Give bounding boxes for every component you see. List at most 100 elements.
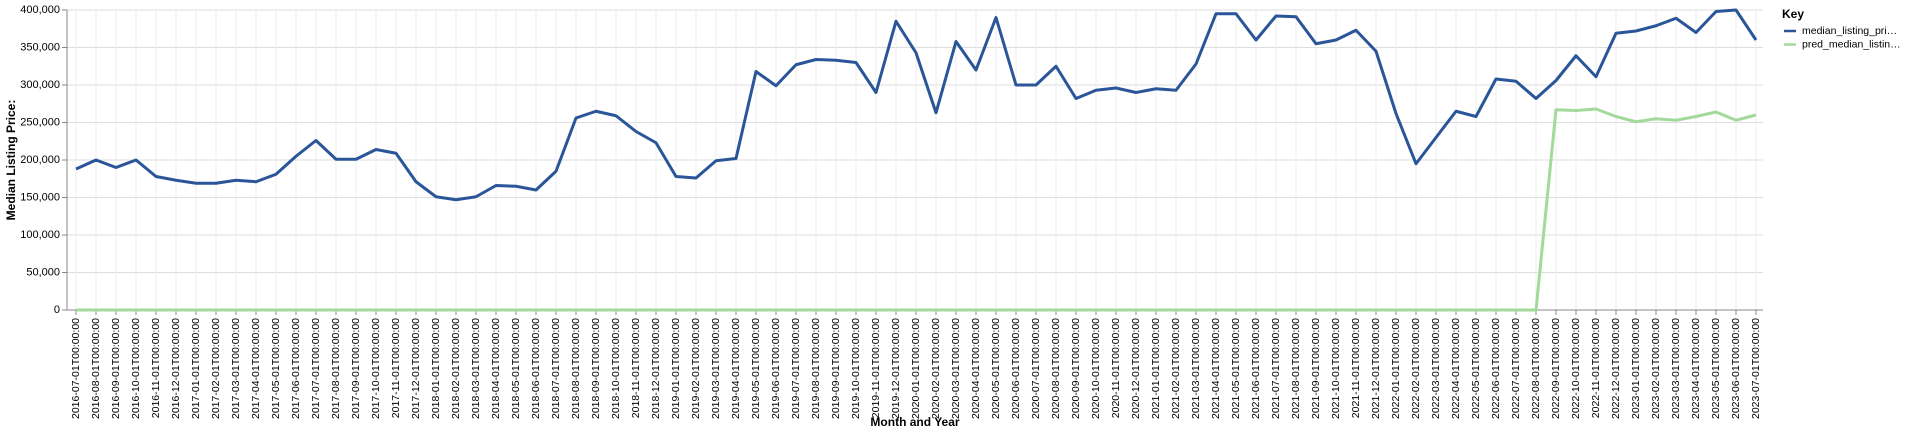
x-tick-label: 2022-08-01T00:00:00	[1530, 318, 1542, 419]
x-tick-label: 2019-04-01T00:00:00	[730, 318, 742, 419]
x-tick-label: 2020-08-01T00:00:00	[1050, 318, 1062, 419]
y-tick-label: 350,000	[20, 41, 60, 53]
x-tick-label: 2019-08-01T00:00:00	[810, 318, 822, 419]
x-tick-label: 2017-11-01T00:00:00	[390, 318, 402, 418]
x-tick-label: 2023-03-01T00:00:00	[1670, 318, 1682, 419]
x-tick-label: 2023-01-01T00:00:00	[1630, 318, 1642, 419]
x-tick-label: 2021-12-01T00:00:00	[1370, 318, 1382, 419]
x-tick-label: 2018-07-01T00:00:00	[550, 318, 562, 419]
x-tick-label: 2018-11-01T00:00:00	[630, 318, 642, 418]
x-tick-label: 2020-11-01T00:00:00	[1110, 318, 1122, 418]
x-tick-label: 2016-11-01T00:00:00	[150, 318, 162, 418]
x-tick-label: 2017-05-01T00:00:00	[270, 318, 282, 419]
series-line	[75, 8, 1758, 202]
x-tick-label: 2023-05-01T00:00:00	[1710, 318, 1722, 419]
x-tick-label: 2018-05-01T00:00:00	[510, 318, 522, 419]
x-tick-label: 2018-12-01T00:00:00	[650, 318, 662, 419]
x-axis-title: Month and Year	[870, 415, 959, 429]
x-tick-label: 2020-06-01T00:00:00	[1010, 318, 1022, 419]
x-tick-label: 2019-12-01T00:00:00	[890, 318, 902, 419]
x-tick-label: 2022-12-01T00:00:00	[1610, 318, 1622, 419]
x-tick-label: 2021-10-01T00:00:00	[1330, 318, 1342, 419]
x-tick-label: 2022-01-01T00:00:00	[1390, 318, 1402, 419]
x-tick-label: 2018-04-01T00:00:00	[490, 318, 502, 419]
legend-label: median_listing_pri…	[1802, 25, 1897, 37]
x-tick-label: 2022-02-01T00:00:00	[1410, 318, 1422, 419]
x-tick-label: 2019-07-01T00:00:00	[790, 318, 802, 419]
y-tick-label: 250,000	[20, 116, 60, 128]
x-tick-label: 2023-04-01T00:00:00	[1690, 318, 1702, 419]
x-tick-label: 2020-09-01T00:00:00	[1070, 318, 1082, 419]
x-tick-label: 2022-05-01T00:00:00	[1470, 318, 1482, 419]
x-tick-label: 2016-10-01T00:00:00	[130, 318, 142, 419]
x-tick-label: 2018-08-01T00:00:00	[570, 318, 582, 419]
x-tick-label: 2022-10-01T00:00:00	[1570, 318, 1582, 419]
x-tick-label: 2018-03-01T00:00:00	[470, 318, 482, 419]
x-tick-label: 2020-05-01T00:00:00	[990, 318, 1002, 419]
x-tick-label: 2021-09-01T00:00:00	[1310, 318, 1322, 419]
y-tick-label: 50,000	[26, 266, 60, 278]
x-tick-label: 2019-10-01T00:00:00	[850, 318, 862, 419]
y-tick-label: 150,000	[20, 191, 60, 203]
x-tick-label: 2022-03-01T00:00:00	[1430, 318, 1442, 419]
x-tick-label: 2022-09-01T00:00:00	[1550, 318, 1562, 419]
x-tick-label: 2022-04-01T00:00:00	[1450, 318, 1462, 419]
x-tick-label: 2017-10-01T00:00:00	[370, 318, 382, 419]
series-line	[76, 107, 1757, 312]
x-tick-label: 2016-08-01T00:00:00	[90, 318, 102, 419]
x-tick-label: 2018-10-01T00:00:00	[610, 318, 622, 419]
x-tick-label: 2021-02-01T00:00:00	[1170, 318, 1182, 419]
x-tick-label: 2016-12-01T00:00:00	[170, 318, 182, 419]
legend-title: Key	[1782, 7, 1804, 21]
y-tick-label: 400,000	[20, 4, 60, 16]
x-tick-label: 2017-12-01T00:00:00	[410, 318, 422, 419]
x-tick-label: 2021-01-01T00:00:00	[1150, 318, 1162, 419]
x-tick-label: 2023-07-01T00:00:00	[1750, 318, 1762, 419]
x-tick-label: 2021-04-01T00:00:00	[1210, 318, 1222, 419]
x-tick-label: 2019-03-01T00:00:00	[710, 318, 722, 419]
x-tick-label: 2020-12-01T00:00:00	[1130, 318, 1142, 419]
x-tick-label: 2018-02-01T00:00:00	[450, 318, 462, 419]
y-tick-label: 200,000	[20, 154, 60, 166]
x-tick-label: 2020-04-01T00:00:00	[970, 318, 982, 419]
x-tick-label: 2017-03-01T00:00:00	[230, 318, 242, 419]
x-tick-label: 2022-06-01T00:00:00	[1490, 318, 1502, 419]
x-tick-label: 2017-01-01T00:00:00	[190, 318, 202, 419]
x-tick-label: 2022-07-01T00:00:00	[1510, 318, 1522, 419]
x-tick-label: 2020-01-01T00:00:00	[910, 318, 922, 419]
x-tick-label: 2019-01-01T00:00:00	[670, 318, 682, 419]
x-tick-label: 2021-05-01T00:00:00	[1230, 318, 1242, 419]
y-tick-label: 300,000	[20, 79, 60, 91]
x-tick-label: 2017-07-01T00:00:00	[310, 318, 322, 419]
x-tick-label: 2019-02-01T00:00:00	[690, 318, 702, 419]
x-tick-label: 2017-08-01T00:00:00	[330, 318, 342, 419]
x-tick-label: 2016-09-01T00:00:00	[110, 318, 122, 419]
x-tick-label: 2021-03-01T00:00:00	[1190, 318, 1202, 419]
y-tick-label: 100,000	[20, 229, 60, 241]
x-tick-label: 2020-03-01T00:00:00	[950, 318, 962, 419]
x-tick-label: 2022-11-01T00:00:00	[1590, 318, 1602, 418]
x-tick-label: 2019-11-01T00:00:00	[870, 318, 882, 418]
x-tick-label: 2017-09-01T00:00:00	[350, 318, 362, 419]
x-tick-label: 2018-09-01T00:00:00	[590, 318, 602, 419]
x-tick-label: 2017-04-01T00:00:00	[250, 318, 262, 419]
x-tick-label: 2017-06-01T00:00:00	[290, 318, 302, 419]
y-tick-label: 0	[54, 304, 60, 316]
x-tick-label: 2018-01-01T00:00:00	[430, 318, 442, 419]
x-tick-label: 2021-07-01T00:00:00	[1270, 318, 1282, 419]
x-tick-label: 2019-05-01T00:00:00	[750, 318, 762, 419]
x-tick-label: 2020-07-01T00:00:00	[1030, 318, 1042, 419]
x-tick-label: 2017-02-01T00:00:00	[210, 318, 222, 419]
x-tick-label: 2021-08-01T00:00:00	[1290, 318, 1302, 419]
x-tick-label: 2016-07-01T00:00:00	[70, 318, 82, 419]
x-tick-label: 2020-02-01T00:00:00	[930, 318, 942, 419]
x-tick-label: 2021-11-01T00:00:00	[1350, 318, 1362, 418]
x-tick-label: 2023-06-01T00:00:00	[1730, 318, 1742, 419]
x-tick-label: 2019-06-01T00:00:00	[770, 318, 782, 419]
y-axis-title: Median Listing Price:	[4, 100, 18, 221]
x-tick-label: 2019-09-01T00:00:00	[830, 318, 842, 419]
x-tick-label: 2020-10-01T00:00:00	[1090, 318, 1102, 419]
x-tick-label: 2021-06-01T00:00:00	[1250, 318, 1262, 419]
